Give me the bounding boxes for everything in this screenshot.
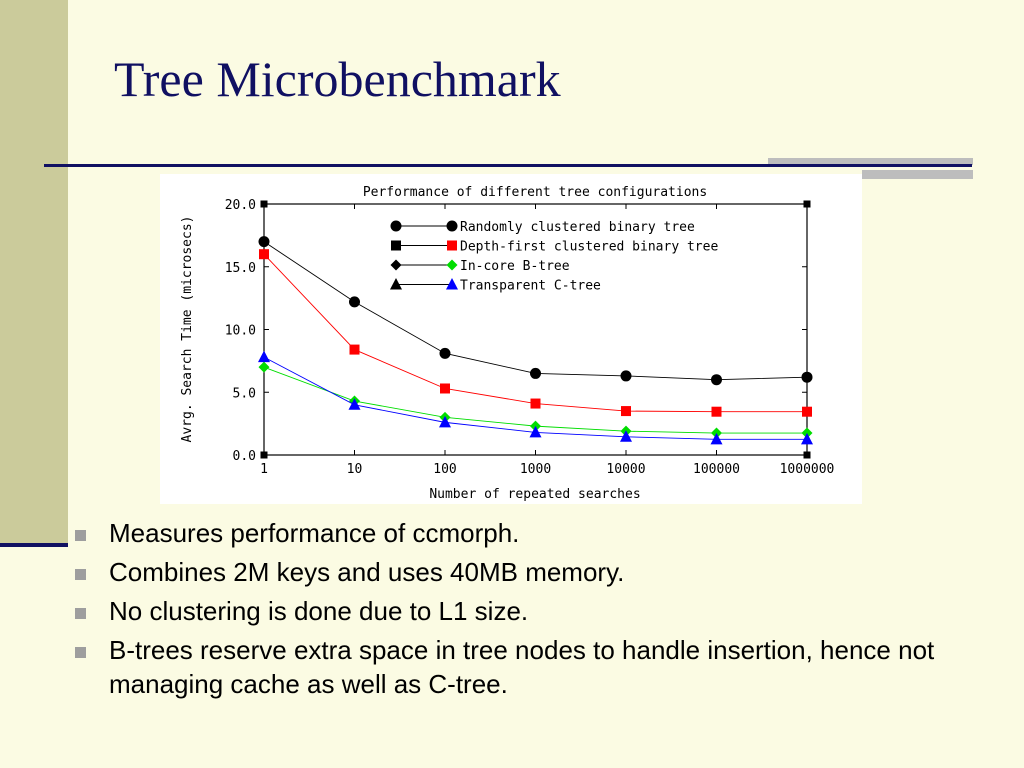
- bullet-item: No clustering is done due to L1 size.: [72, 594, 972, 628]
- axis-ticks: 0.0 5.0 10.0 15.0 20.0 1 10 100 1000 10000 100000 1…: [225, 198, 835, 477]
- square-bullet-icon: [75, 608, 86, 619]
- x-tick-label: 10000: [606, 462, 645, 477]
- data-point: [349, 296, 360, 308]
- data-point: [259, 249, 269, 260]
- legend-entry: Transparent C-tree: [390, 278, 601, 294]
- data-point: [710, 432, 723, 445]
- x-tick-label: 100: [433, 462, 456, 477]
- line-chart: Performance of different tree configurat…: [180, 185, 835, 502]
- bullet-text: Measures performance of ccmorph.: [109, 518, 520, 548]
- y-tick-label: 5.0: [233, 386, 256, 401]
- data-point: [620, 370, 632, 382]
- legend-marker: [446, 259, 458, 271]
- series-triangle: [258, 350, 813, 445]
- data-point: [349, 344, 360, 355]
- data-point: [530, 367, 541, 379]
- legend-marker: [390, 259, 402, 271]
- slide-title: Tree Microbenchmark: [114, 51, 561, 107]
- legend-label: Transparent C-tree: [460, 279, 601, 294]
- legend-marker: [447, 240, 457, 251]
- bullet-list: Measures performance of ccmorph. Combine…: [72, 516, 972, 706]
- corner-marker: [803, 200, 811, 208]
- bullet-item: Combines 2M keys and uses 40MB memory.: [72, 555, 972, 589]
- data-point: [258, 361, 270, 373]
- data-point: [711, 406, 722, 417]
- data-point: [439, 347, 451, 359]
- bullet-item: B-trees reserve extra space in tree node…: [72, 633, 972, 701]
- left-accent-band: [0, 0, 68, 545]
- y-axis-label: Avrg. Search Time (microsecs): [180, 216, 195, 443]
- legend-marker: [390, 278, 402, 290]
- data-point: [529, 425, 542, 438]
- corner-marker: [803, 451, 811, 459]
- corner-marker: [260, 451, 268, 459]
- data-point: [348, 398, 361, 410]
- legend-label: In-core B-tree: [460, 259, 570, 274]
- title-rule-accent-lower: [862, 170, 973, 179]
- y-tick-label: 0.0: [233, 449, 256, 464]
- data-point: [440, 383, 450, 394]
- bullet-text: B-trees reserve extra space in tree node…: [109, 635, 935, 699]
- square-bullet-icon: [75, 530, 86, 541]
- data-point: [439, 415, 451, 428]
- legend-label: Depth-first clustered binary tree: [460, 240, 718, 255]
- data-point: [530, 398, 541, 409]
- bullet-text: Combines 2M keys and uses 40MB memory.: [109, 557, 625, 587]
- square-bullet-icon: [75, 647, 86, 658]
- chart-panel: Performance of different tree configurat…: [160, 174, 862, 504]
- bullet-text: No clustering is done due to L1 size.: [109, 596, 529, 626]
- corner-marker: [260, 200, 268, 208]
- legend-marker: [446, 278, 458, 290]
- legend-entry: In-core B-tree: [390, 259, 570, 274]
- data-point: [801, 432, 813, 445]
- x-tick-label: 10: [347, 462, 363, 477]
- series-circle: [258, 236, 813, 386]
- legend-marker: [390, 220, 402, 232]
- data-point: [620, 430, 632, 442]
- data-point: [801, 371, 813, 383]
- data-point: [258, 236, 270, 248]
- legend-label: Randomly clustered binary tree: [460, 220, 695, 235]
- series-layer: [258, 236, 813, 445]
- data-point: [258, 350, 270, 363]
- title-rule-accent: [768, 158, 973, 165]
- y-tick-label: 20.0: [225, 198, 256, 213]
- data-point: [802, 406, 812, 417]
- x-tick-label: 1000: [520, 462, 551, 477]
- square-bullet-icon: [75, 569, 86, 580]
- legend-marker: [391, 240, 401, 251]
- x-tick-label: 100000: [693, 462, 740, 477]
- series-square: [259, 249, 812, 417]
- legend-marker: [446, 220, 458, 232]
- legend-entry: Randomly clustered binary tree: [390, 220, 695, 235]
- x-axis-label: Number of repeated searches: [429, 487, 640, 502]
- x-tick-label: 1000000: [780, 462, 835, 477]
- y-tick-label: 15.0: [225, 261, 256, 276]
- data-point: [711, 374, 722, 386]
- x-tick-label: 1: [260, 462, 268, 477]
- legend: Randomly clustered binary tree Depth-firs…: [390, 220, 718, 294]
- y-tick-label: 10.0: [225, 324, 256, 339]
- legend-entry: Depth-first clustered binary tree: [391, 240, 718, 255]
- chart-title: Performance of different tree configurat…: [363, 185, 707, 200]
- data-point: [621, 406, 631, 417]
- bullet-item: Measures performance of ccmorph.: [72, 516, 972, 550]
- left-accent-underline: [0, 543, 68, 547]
- title-rule: [44, 164, 972, 167]
